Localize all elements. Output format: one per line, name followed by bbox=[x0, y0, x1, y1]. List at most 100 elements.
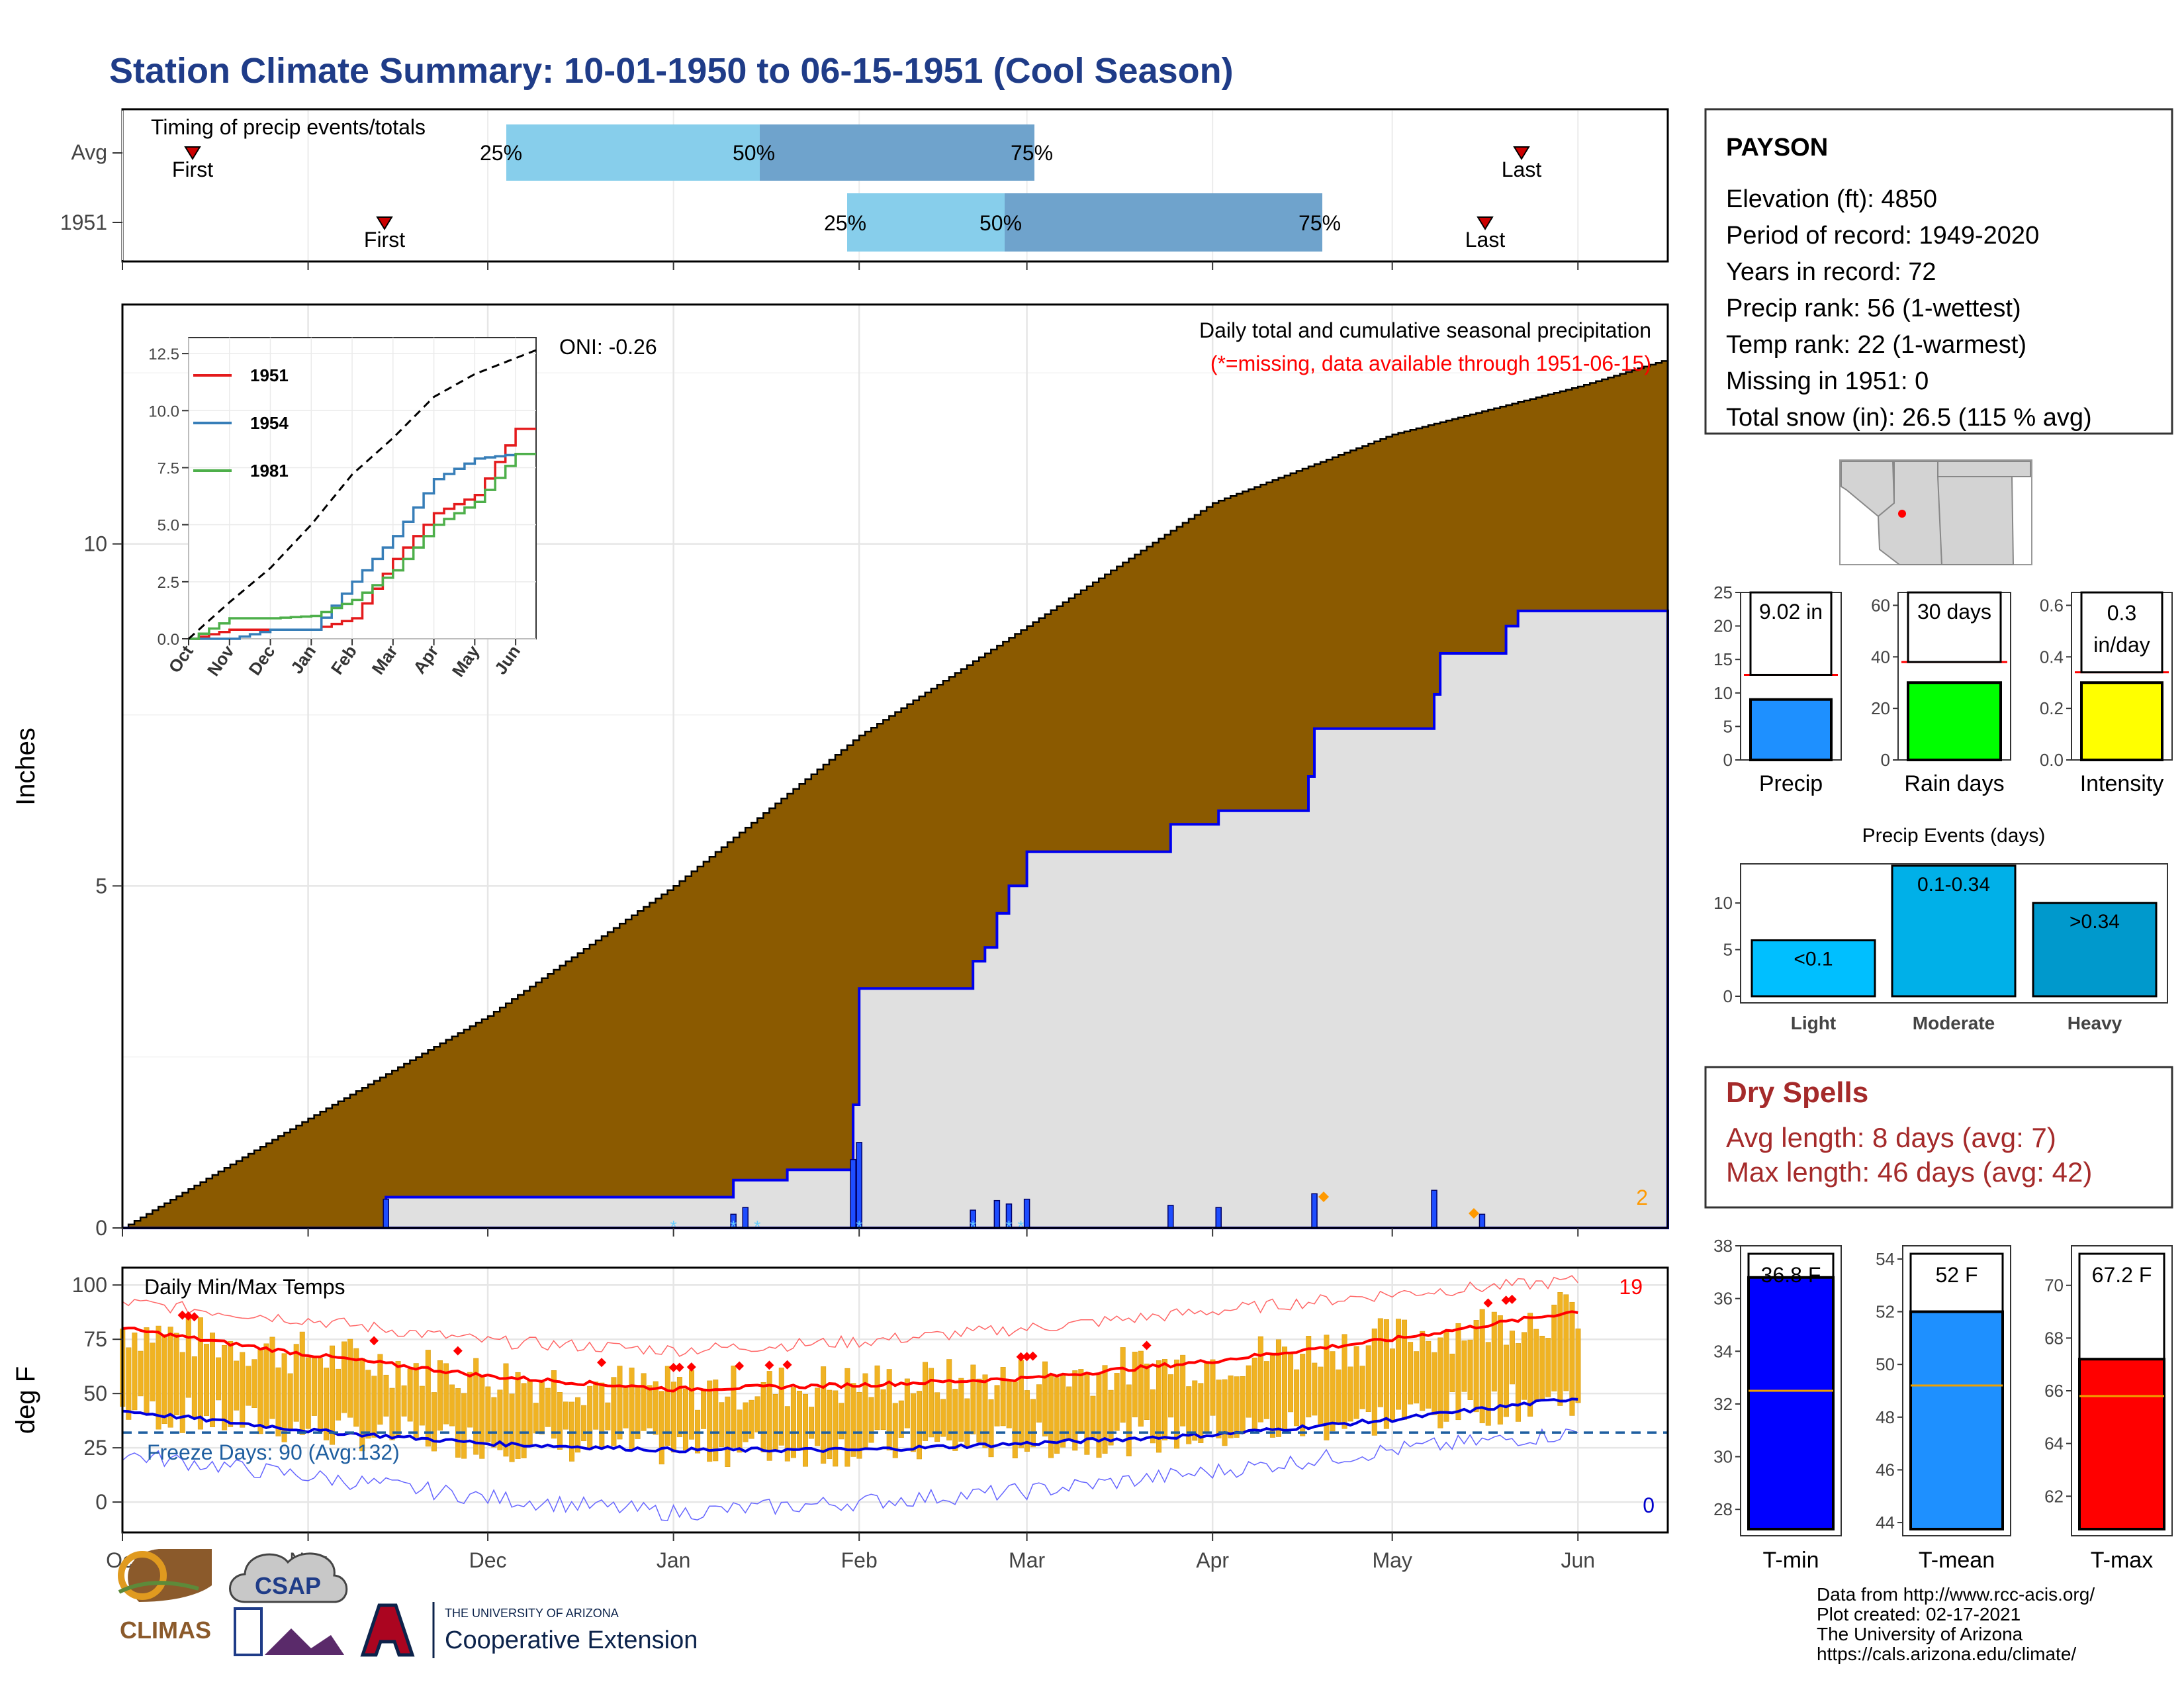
daily-temp-bar bbox=[1096, 1373, 1102, 1458]
daily-temp-bar bbox=[275, 1367, 281, 1436]
daily-temp-bar bbox=[551, 1370, 557, 1439]
daily-temp-bar bbox=[1210, 1359, 1216, 1416]
daily-temp-bar bbox=[1420, 1331, 1426, 1411]
daily-temp-bar bbox=[1377, 1318, 1383, 1407]
daily-temp-bar bbox=[203, 1344, 209, 1417]
daily-temp-bar bbox=[1342, 1334, 1347, 1429]
daily-temp-bar bbox=[173, 1333, 179, 1416]
inset-y-tick-label: 5.0 bbox=[158, 517, 179, 535]
timing-1951-first-marker bbox=[376, 216, 393, 230]
csap-text: CSAP bbox=[255, 1572, 321, 1599]
cold-days-count: 0 bbox=[1643, 1493, 1655, 1517]
daily-temp-bar bbox=[676, 1377, 682, 1438]
daily-temp-bar bbox=[1527, 1313, 1533, 1417]
daily-temp-bar bbox=[503, 1363, 509, 1457]
daily-temp-bar bbox=[611, 1377, 617, 1446]
event-bar-label: Moderate bbox=[1913, 1013, 1995, 1033]
daily-temp-bar bbox=[892, 1403, 898, 1458]
daily-temp-bar bbox=[1108, 1389, 1114, 1446]
daily-temp-bar bbox=[844, 1368, 850, 1467]
temp-bar-y-tick-label: 68 bbox=[2044, 1328, 2064, 1348]
daily-temp-bar bbox=[880, 1389, 886, 1430]
events-bars: 0 5 10 <0.1 Light 0.1-0.34 Moderate >0.34 Heavy bbox=[1713, 865, 2158, 1033]
events-y-tick-label: 10 bbox=[1713, 893, 1733, 913]
daily-temp-bar bbox=[856, 1391, 862, 1459]
station-elevation: Elevation (ft): 4850 bbox=[1726, 185, 1937, 213]
daily-temp-bar bbox=[287, 1373, 293, 1430]
ua-a-letter bbox=[360, 1603, 415, 1657]
daily-temp-bar bbox=[216, 1357, 222, 1401]
daily-temp-bar bbox=[1114, 1373, 1120, 1431]
daily-temp-bar bbox=[1030, 1399, 1036, 1448]
station-total-snow: Total snow (in): 26.5 (115 % avg) bbox=[1726, 404, 2092, 432]
daily-temp-bar bbox=[772, 1394, 778, 1452]
inset-y-tick-label: 10.0 bbox=[148, 402, 179, 420]
temp-bar-y-tick-label: 70 bbox=[2044, 1276, 2064, 1295]
daily-temp-bar bbox=[1018, 1360, 1024, 1448]
daily-temp-bar bbox=[413, 1363, 419, 1438]
daily-temp-bar bbox=[156, 1325, 161, 1430]
daily-temp-bar bbox=[737, 1409, 743, 1453]
climas-logo: CLIMAS bbox=[118, 1549, 212, 1644]
daily-temp-bar bbox=[407, 1368, 413, 1422]
daily-temp-bar bbox=[796, 1390, 802, 1448]
daily-temp-bar bbox=[419, 1385, 425, 1426]
daily-temp-bar bbox=[473, 1358, 479, 1455]
temp-y-tick-label: 0 bbox=[95, 1490, 107, 1514]
inset-series-1981 bbox=[189, 453, 536, 640]
climas-sun bbox=[118, 1551, 167, 1600]
daily-precip-bar bbox=[383, 1198, 389, 1229]
daily-temp-bar bbox=[317, 1358, 323, 1432]
daily-temp-bar bbox=[1359, 1366, 1365, 1409]
daily-temp-bar bbox=[1461, 1340, 1467, 1392]
freeze-days: Freeze Days: 90 (Avg:132) bbox=[147, 1440, 400, 1464]
daily-temp-bar bbox=[1282, 1346, 1288, 1430]
daily-temp-bar bbox=[713, 1380, 719, 1462]
daily-temp-bar bbox=[527, 1380, 533, 1447]
daily-temp-bar bbox=[623, 1387, 629, 1429]
daily-temp-bar bbox=[760, 1382, 766, 1452]
csap-bars bbox=[234, 1607, 263, 1656]
temp-bar-y-tick-label: 28 bbox=[1713, 1499, 1733, 1519]
daily-temp-bar bbox=[1563, 1294, 1569, 1391]
daily-temp-bar bbox=[509, 1393, 515, 1462]
record-high-marker bbox=[1501, 1295, 1511, 1305]
timing-avg-last-marker bbox=[1513, 146, 1530, 160]
daily-temp-bar bbox=[617, 1366, 623, 1440]
record-high-marker bbox=[1016, 1352, 1026, 1362]
missing-star: * bbox=[1017, 1217, 1024, 1237]
climas-wave bbox=[118, 1581, 199, 1594]
daily-temp-bar bbox=[970, 1364, 976, 1434]
events-title: Precip Events (days) bbox=[1862, 825, 2046, 847]
daily-temp-bar bbox=[1533, 1329, 1539, 1402]
inset-series-1951 bbox=[189, 428, 536, 640]
extreme-marker-1 bbox=[1318, 1192, 1329, 1202]
daily-temp-bar bbox=[670, 1382, 676, 1453]
station-info-box: PAYSON Elevation (ft): 4850 Period of re… bbox=[1704, 108, 2173, 435]
daily-temp-bar bbox=[874, 1365, 880, 1430]
daily-precip-bar bbox=[742, 1207, 749, 1229]
daily-temp-bar bbox=[1180, 1354, 1186, 1427]
precip-panel-frame bbox=[121, 303, 1669, 1229]
temp-value-bar bbox=[1909, 1310, 2004, 1530]
daily-temp-bar bbox=[185, 1316, 191, 1398]
daily-temp-bar bbox=[425, 1350, 431, 1447]
mini-y-tick-label: 0 bbox=[1881, 750, 1890, 770]
observed-cumulative-area bbox=[122, 609, 1669, 1229]
daily-temp-bar bbox=[821, 1366, 827, 1464]
daily-temp-bar bbox=[766, 1371, 772, 1461]
daily-temp-bar bbox=[923, 1362, 929, 1441]
daily-temp-bar bbox=[1408, 1342, 1414, 1405]
event-bar-label: Heavy bbox=[2068, 1013, 2122, 1033]
daily-precip-bar bbox=[850, 1158, 856, 1229]
daily-temp-bar bbox=[1078, 1369, 1084, 1433]
daily-temp-bar bbox=[371, 1376, 377, 1438]
daily-temp-bar bbox=[293, 1344, 299, 1422]
timing-avg-p25: 25% bbox=[480, 141, 522, 165]
extreme-marker-2 bbox=[1469, 1208, 1479, 1219]
daily-temp-bar bbox=[1060, 1376, 1066, 1448]
daily-temp-bar bbox=[323, 1368, 329, 1440]
credit-line-4: https://cals.arizona.edu/climate/ bbox=[1817, 1644, 2076, 1664]
daily-temp-bar bbox=[659, 1391, 664, 1465]
precip-y-axis: 0 5 10 bbox=[83, 532, 122, 1240]
